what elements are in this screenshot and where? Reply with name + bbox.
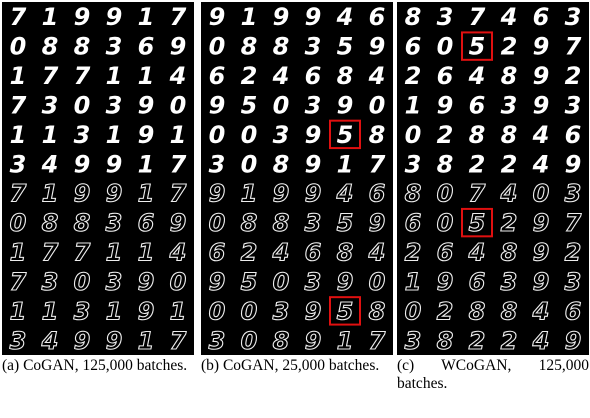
digit-row: 308917 [209, 150, 386, 178]
digit-row: 308917 [209, 327, 386, 355]
caption: (c) WCoGAN, 125,000 batches. [397, 357, 589, 393]
digit-row: 088359 [209, 209, 386, 237]
caption: (a) CoGAN, 125,000 batches. [2, 357, 194, 375]
digit-row: 264892 [405, 62, 582, 90]
digit-row: 837463 [405, 3, 582, 31]
digit-grid: 8374636052972648921963930288463822498074… [397, 2, 589, 355]
digit-row: 264892 [405, 239, 582, 267]
digit-row: 088359 [209, 33, 386, 61]
digit-row: 950390 [209, 268, 386, 296]
digit-row: 028846 [405, 121, 582, 149]
digit-row: 807403 [405, 180, 582, 208]
digit-row: 382249 [405, 150, 582, 178]
digit-row: 349917 [10, 150, 187, 178]
figure: 7199170883691771147303901131913499177199… [0, 0, 590, 418]
digit-grid: 9199460883596246849503900039583089179199… [201, 2, 393, 355]
digit-row: 719917 [10, 180, 187, 208]
digit-row: 196393 [405, 268, 582, 296]
digit-row: 113191 [10, 297, 187, 325]
digit-row: 950390 [209, 91, 386, 119]
caption: (b) CoGAN, 25,000 batches. [201, 357, 393, 375]
digit-row: 719917 [10, 3, 187, 31]
digit-row: 003958 [209, 121, 386, 149]
digit-row: 088369 [10, 33, 187, 61]
digit-row: 177114 [10, 62, 187, 90]
digit-row: 196393 [405, 91, 582, 119]
digit-row: 088369 [10, 209, 187, 237]
digit-row: 730390 [10, 91, 187, 119]
digit-row: 003958 [209, 297, 386, 325]
digit-row: 624684 [209, 239, 386, 267]
digit-row: 605297 [405, 33, 582, 61]
digit-row: 624684 [209, 62, 386, 90]
digit-row: 382249 [405, 327, 582, 355]
digit-row: 605297 [405, 209, 582, 237]
digit-grid: 7199170883691771147303901131913499177199… [2, 2, 194, 355]
digit-row: 349917 [10, 327, 187, 355]
digit-row: 113191 [10, 121, 187, 149]
digit-row: 919946 [209, 3, 386, 31]
digit-row: 028846 [405, 297, 582, 325]
digit-row: 919946 [209, 180, 386, 208]
digit-row: 730390 [10, 268, 187, 296]
digit-row: 177114 [10, 239, 187, 267]
